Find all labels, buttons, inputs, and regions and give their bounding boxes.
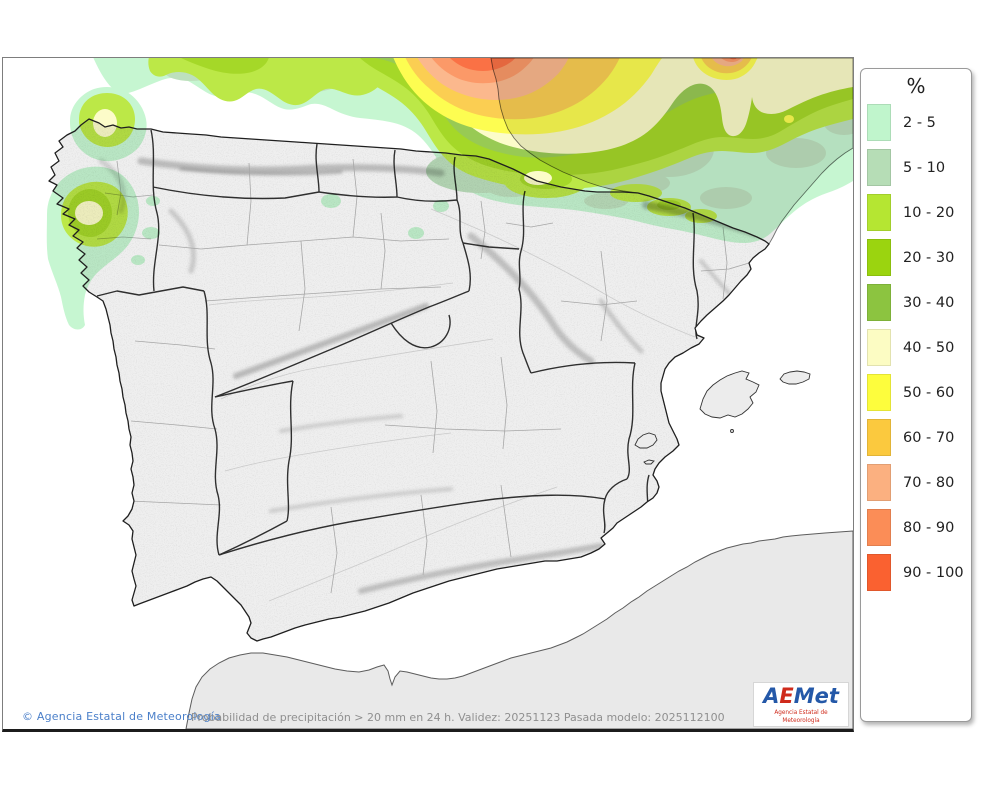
legend-label: 10 - 20	[903, 204, 955, 221]
legend-swatch	[867, 149, 891, 186]
legend-label: 60 - 70	[903, 429, 955, 446]
legend-row: 5 - 10	[861, 145, 971, 190]
legend-title: %	[906, 74, 926, 98]
legend-label: 5 - 10	[903, 159, 946, 176]
aemet-logo-subtitle: Agencia Estatal de Meteorología	[774, 709, 828, 724]
legend-row: 2 - 5	[861, 100, 971, 145]
legend-row: 80 - 90	[861, 505, 971, 550]
region-borders	[96, 129, 699, 556]
aemet-logo: AEMet Agencia Estatal de Meteorología	[753, 682, 849, 727]
balearic-islands	[634, 370, 811, 465]
legend-label: 70 - 80	[903, 474, 955, 491]
legend-label: 40 - 50	[903, 339, 955, 356]
legend-swatch	[867, 554, 891, 591]
legend-swatch	[867, 374, 891, 411]
aemet-logo-text: AEMet	[763, 684, 839, 708]
legend-label: 90 - 100	[903, 564, 964, 581]
iberia-precipitation-map	[3, 58, 853, 729]
legend-swatch	[867, 329, 891, 366]
legend-label: 20 - 30	[903, 249, 955, 266]
precipitation-overlay	[46, 58, 853, 330]
legend-swatch	[867, 239, 891, 276]
legend-row: 50 - 60	[861, 370, 971, 415]
legend-swatch	[867, 509, 891, 546]
legend-row: 70 - 80	[861, 460, 971, 505]
legend-label: 80 - 90	[903, 519, 955, 536]
legend-swatch	[867, 464, 891, 501]
legend-swatch	[867, 194, 891, 231]
legend-swatch	[867, 419, 891, 456]
legend-row: 40 - 50	[861, 325, 971, 370]
legend-row: 30 - 40	[861, 280, 971, 325]
legend-row: 20 - 30	[861, 235, 971, 280]
legend-panel: % 2 - 5 5 - 10 10 - 20 20 - 30 30 - 40 4…	[860, 68, 972, 722]
legend-row: 60 - 70	[861, 415, 971, 460]
band-90-100	[450, 58, 737, 71]
rivers	[208, 208, 696, 602]
legend-label: 50 - 60	[903, 384, 955, 401]
map-caption: Probabilidad de precipitación > 20 mm en…	[191, 711, 725, 724]
map-canvas	[2, 57, 854, 732]
legend-label: 30 - 40	[903, 294, 955, 311]
legend-row: 90 - 100	[861, 550, 971, 595]
legend-swatch	[867, 104, 891, 141]
legend-label: 2 - 5	[903, 114, 936, 131]
copyright-link[interactable]: © Agencia Estatal de Meteorología	[22, 710, 221, 723]
legend-swatch	[867, 284, 891, 321]
africa-land	[185, 530, 853, 729]
legend-row: 10 - 20	[861, 190, 971, 235]
